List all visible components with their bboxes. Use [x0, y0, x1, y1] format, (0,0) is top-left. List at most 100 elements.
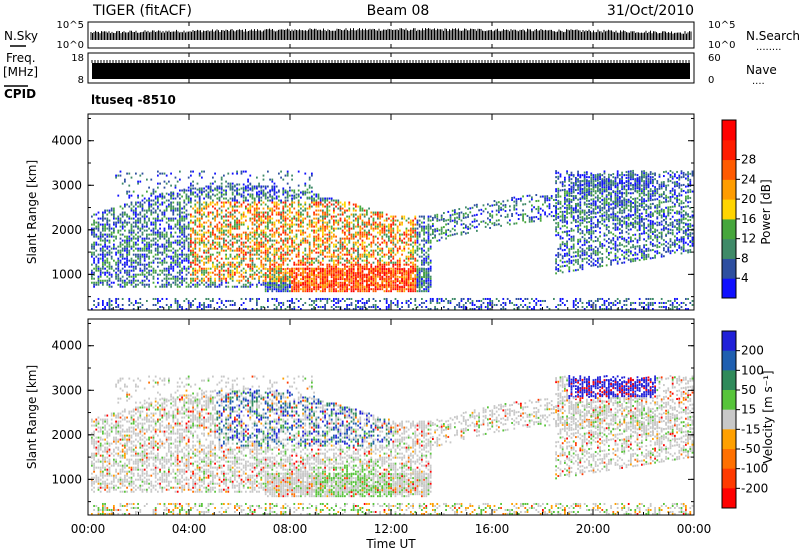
range-gate-cell: [335, 199, 337, 202]
range-gate-cell: [172, 255, 175, 258]
range-gate-cell: [317, 255, 320, 258]
range-gate-cell: [137, 243, 139, 246]
range-gate-cell: [163, 209, 166, 212]
range-gate-cell: [317, 286, 320, 289]
range-gate-cell: [315, 297, 318, 300]
range-gate-cell: [284, 191, 287, 194]
range-gate-cell: [317, 288, 320, 291]
range-gate-cell: [102, 257, 104, 260]
range-gate-cell: [225, 269, 227, 272]
range-gate-cell: [220, 283, 223, 286]
range-gate-cell: [176, 201, 179, 204]
range-gate-cell: [262, 281, 265, 284]
range-gate-cell: [249, 281, 252, 284]
range-gate-cell: [231, 215, 234, 218]
range-gate-cell: [361, 235, 364, 238]
range-gate-cell: [275, 265, 278, 268]
range-gate-cell: [372, 276, 375, 279]
range-gate-cell: [273, 271, 276, 274]
range-gate-cell: [352, 245, 355, 248]
range-gate-cell: [253, 235, 256, 238]
range-gate-cell: [363, 225, 366, 228]
range-gate-cell: [130, 217, 133, 220]
range-gate-cell: [297, 215, 300, 218]
range-gate-cell: [366, 265, 368, 268]
range-gate-cell: [130, 194, 133, 197]
range-gate-cell: [256, 207, 258, 210]
range-gate-cell: [216, 203, 219, 206]
range-gate-cell: [205, 237, 208, 240]
range-gate-cell: [348, 241, 351, 244]
range-gate-cell: [126, 249, 128, 252]
range-gate-cell: [355, 209, 357, 212]
range-gate-cell: [187, 243, 190, 246]
range-gate-cell: [317, 217, 320, 220]
range-gate-cell: [185, 307, 188, 310]
range-gate-cell: [366, 245, 368, 248]
range-gate-cell: [124, 229, 126, 232]
range-gate-cell: [291, 299, 293, 302]
range-gate-cell: [280, 272, 282, 275]
range-gate-cell: [313, 229, 315, 232]
range-gate-cell: [170, 263, 172, 266]
range-gate-cell: [174, 255, 177, 258]
range-gate-cell: [203, 190, 205, 193]
range-gate-cell: [198, 267, 201, 270]
range-gate-cell: [179, 205, 181, 208]
range-gate-cell: [236, 239, 238, 242]
range-gate-cell: [330, 235, 333, 238]
range-gate-cell: [229, 299, 232, 302]
range-gate-cell: [198, 213, 201, 216]
range-gate-cell: [359, 215, 362, 218]
range-gate-cell: [104, 255, 106, 258]
range-gate-cell: [201, 193, 203, 196]
range-gate-cell: [335, 305, 337, 308]
range-gate-cell: [326, 267, 329, 270]
range-gate-cell: [181, 249, 183, 252]
range-gate-cell: [311, 195, 313, 198]
range-gate-cell: [236, 217, 238, 220]
range-gate-cell: [264, 274, 267, 277]
range-gate-cell: [102, 225, 104, 228]
range-gate-cell: [357, 305, 359, 308]
range-gate-cell: [284, 217, 287, 220]
range-gate-cell: [179, 281, 181, 284]
range-gate-cell: [352, 209, 355, 212]
range-gate-cell: [97, 281, 100, 284]
range-gate-cell: [194, 263, 197, 266]
range-gate-cell: [163, 247, 166, 250]
range-gate-cell: [326, 211, 329, 214]
range-gate-cell: [152, 203, 155, 206]
range-gate-cell: [220, 223, 223, 226]
range-gate-cell: [350, 270, 353, 273]
range-gate-cell: [295, 268, 298, 271]
range-gate-cell: [104, 253, 106, 256]
range-gate-cell: [269, 270, 271, 273]
range-gate-cell: [231, 277, 234, 280]
range-gate-cell: [163, 249, 166, 252]
range-gate-cell: [286, 253, 289, 256]
range-gate-cell: [291, 194, 293, 197]
range-gate-cell: [172, 192, 175, 195]
range-gate-cell: [304, 276, 307, 279]
range-gate-cell: [209, 195, 212, 198]
range-gate-cell: [163, 172, 166, 175]
range-gate-cell: [253, 187, 256, 190]
range-gate-cell: [262, 265, 265, 268]
range-gate-cell: [337, 299, 340, 302]
range-gate-cell: [192, 279, 194, 282]
range-gate-cell: [108, 241, 111, 244]
range-gate-cell: [260, 255, 263, 258]
range-gate-cell: [190, 205, 192, 208]
range-gate-cell: [220, 245, 223, 248]
range-gate-cell: [190, 235, 192, 238]
range-gate-cell: [361, 243, 364, 246]
range-gate-cell: [264, 285, 267, 288]
range-gate-cell: [227, 201, 230, 204]
range-gate-cell: [227, 257, 230, 260]
range-gate-cell: [172, 269, 175, 272]
range-gate-cell: [293, 235, 296, 238]
range-gate-cell: [273, 259, 276, 262]
range-gate-cell: [286, 227, 289, 230]
range-gate-cell: [137, 231, 139, 234]
